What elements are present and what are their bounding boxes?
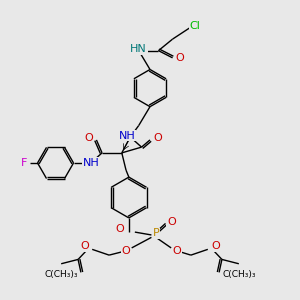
Text: Cl: Cl <box>190 21 201 31</box>
Text: O: O <box>224 270 233 280</box>
Text: O: O <box>68 270 76 280</box>
Text: C(CH₃)₃: C(CH₃)₃ <box>222 270 256 279</box>
Text: F: F <box>21 158 28 168</box>
Text: P: P <box>152 229 159 238</box>
Text: O: O <box>176 53 184 63</box>
Text: NH: NH <box>119 130 136 140</box>
Text: O: O <box>173 246 182 256</box>
Text: HN: HN <box>130 44 147 54</box>
Text: O: O <box>121 246 130 256</box>
Text: O: O <box>153 134 162 143</box>
Text: C(CH₃)₃: C(CH₃)₃ <box>44 270 78 279</box>
Text: O: O <box>116 224 124 234</box>
Text: NH: NH <box>82 158 99 168</box>
Text: O: O <box>80 242 89 251</box>
Text: O: O <box>211 242 220 251</box>
Text: O: O <box>167 217 176 227</box>
Text: O: O <box>85 134 93 143</box>
